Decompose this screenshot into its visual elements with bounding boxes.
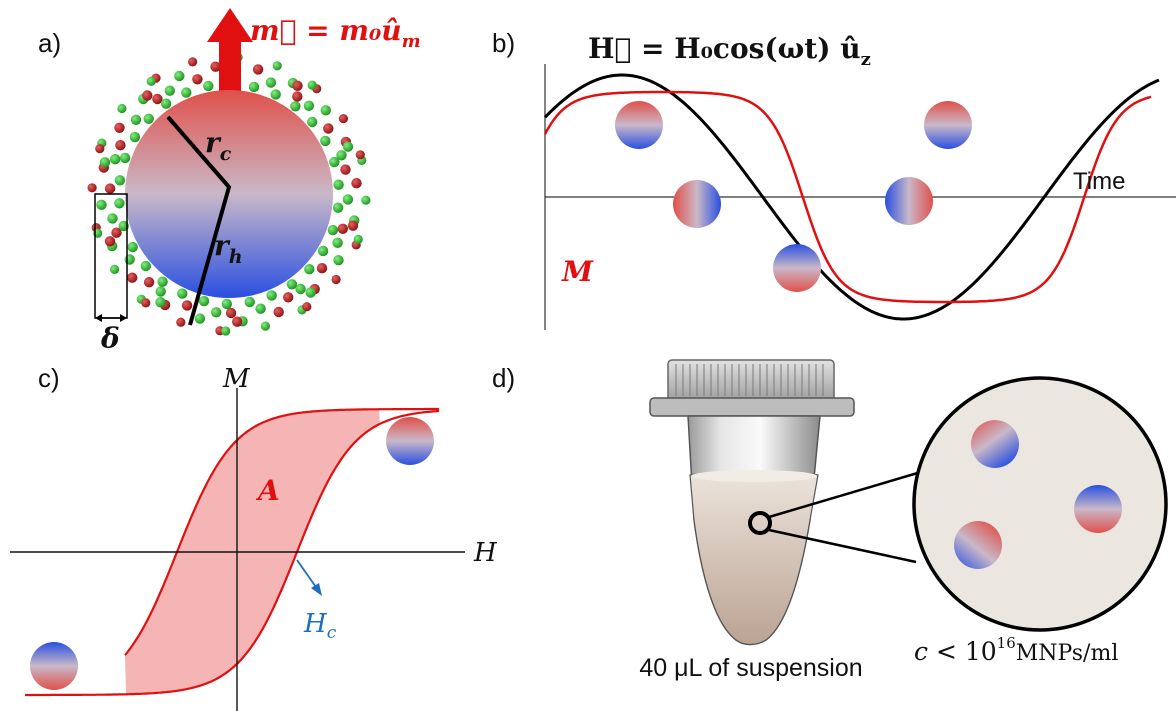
moment-equation: m⃗ = m₀ûm [250, 14, 421, 52]
ligand-molecule-icon [142, 76, 175, 109]
ligand-molecule-icon [176, 295, 210, 327]
ligand-molecule-icon [248, 61, 282, 93]
moment-arrow-icon [207, 8, 253, 102]
shell-thickness-box [94, 193, 128, 319]
field-wave-curve [543, 73, 1160, 321]
ligand-molecule-icon [255, 290, 284, 331]
ligand-molecule-icon [87, 183, 125, 210]
hysteresis-branch-upper [124, 407, 439, 656]
rotating-particle-icon [885, 177, 933, 225]
saturated-particle-up-icon [386, 417, 434, 465]
ligand-molecule-icon [211, 298, 243, 336]
ligand-molecule-icon [290, 80, 317, 112]
hydro-radius-label: rh [214, 229, 243, 268]
coercivity-arrow-icon [296, 559, 319, 591]
ligand-molecule-icon [174, 57, 203, 98]
ligand-molecule-icon [329, 141, 365, 175]
core-radius-label: rc [205, 126, 232, 165]
ligand-molecule-icon [333, 178, 371, 205]
ligand-shell [87, 52, 371, 336]
suspended-particle-icon [954, 521, 1002, 569]
shell-thickness-label: δ [100, 322, 120, 355]
ligand-molecule-icon [307, 105, 348, 134]
ligand-molecule-icon [114, 103, 142, 143]
sample-point-icon [748, 511, 772, 535]
suspended-particle-icon [971, 420, 1019, 468]
rotating-particle-icon [615, 101, 663, 149]
panel-a: a) rc rh δ m⃗ = m₀ûm [38, 8, 421, 355]
panel-label-d: d) [492, 363, 515, 393]
magnetization-wave-curve [543, 90, 1152, 304]
magnified-view [912, 376, 1168, 632]
time-axis-label: Time [1073, 168, 1125, 195]
rotating-particle-icon [673, 180, 721, 228]
suspended-particle-icon [1074, 485, 1122, 533]
ligand-molecule-icon [91, 223, 138, 253]
m-axis-label: M [222, 364, 251, 394]
zoom-line-bottom [768, 528, 917, 564]
rotating-particle-icon [924, 101, 972, 149]
ligand-molecule-icon [93, 213, 129, 247]
ligand-molecule-icon [110, 254, 151, 283]
hysteresis-branch-lower [25, 409, 440, 697]
panel-d: d) 40 μL of suspension c < 1016MNPs/ml [492, 359, 1168, 682]
panel-c: c) M H A Hc [10, 363, 498, 711]
ligand-molecule-icon [215, 296, 255, 336]
zoom-line-top [768, 470, 922, 519]
concentration-label: c < 1016MNPs/ml [914, 634, 1118, 666]
coercivity-label: Hc [303, 609, 337, 643]
ligand-molecule-icon [95, 140, 131, 168]
panel-label-c: c) [38, 363, 60, 393]
ligand-molecule-icon [316, 245, 344, 285]
ligand-molecule-icon [283, 279, 316, 312]
radius-lines [166, 115, 232, 326]
ligand-molecule-icon [327, 220, 363, 248]
eppendorf-tube-icon [649, 359, 855, 646]
ligand-molecule-icon [141, 276, 168, 308]
ligand-molecule-icon [136, 286, 188, 311]
rotating-particle-icon [773, 244, 821, 292]
h-axis-label: H [473, 538, 498, 568]
panel-label-a: a) [38, 28, 61, 58]
magnetization-label: M [561, 255, 594, 288]
ligand-molecule-icon [332, 202, 361, 250]
ligand-molecule-icon [270, 77, 322, 102]
field-equation: H⃗ = H₀cos(ωt) ûz [588, 32, 871, 70]
panel-label-b: b) [492, 28, 515, 58]
area-label: A [255, 474, 280, 507]
panel-b: b) H⃗ = H₀cos(ωt) ûz Time M [492, 28, 1176, 330]
tube-caption: 40 μL of suspension [639, 654, 862, 682]
saturated-particle-down-icon [30, 642, 78, 690]
